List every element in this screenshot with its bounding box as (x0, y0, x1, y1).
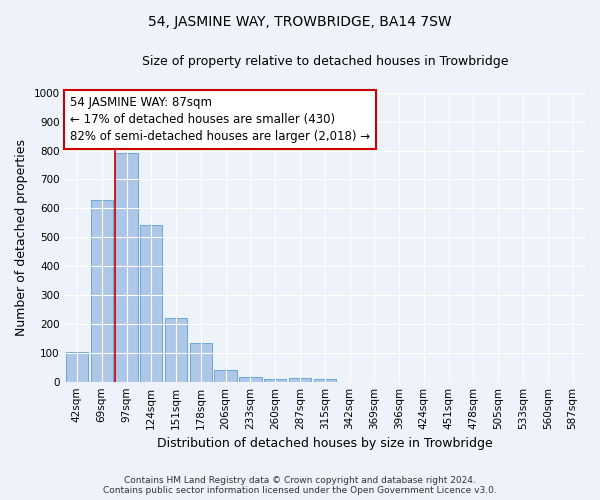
Bar (289, 378, 311, 382)
Bar (190, 344, 212, 382)
Bar (264, 379, 286, 382)
Bar (115, 154, 137, 382)
Text: 54 JASMINE WAY: 87sqm
← 17% of detached houses are smaller (430)
82% of semi-det: 54 JASMINE WAY: 87sqm ← 17% of detached … (70, 96, 370, 142)
Text: 54, JASMINE WAY, TROWBRIDGE, BA14 7SW: 54, JASMINE WAY, TROWBRIDGE, BA14 7SW (148, 15, 452, 29)
Y-axis label: Number of detached properties: Number of detached properties (15, 138, 28, 336)
Bar (66, 352, 88, 382)
Bar (165, 318, 187, 382)
X-axis label: Distribution of detached houses by size in Trowbridge: Distribution of detached houses by size … (157, 437, 493, 450)
Bar (314, 379, 336, 382)
Bar (214, 370, 237, 382)
Bar (239, 377, 262, 382)
Bar (140, 226, 163, 382)
Text: Contains HM Land Registry data © Crown copyright and database right 2024.
Contai: Contains HM Land Registry data © Crown c… (103, 476, 497, 495)
Bar (91, 200, 113, 382)
Title: Size of property relative to detached houses in Trowbridge: Size of property relative to detached ho… (142, 55, 508, 68)
